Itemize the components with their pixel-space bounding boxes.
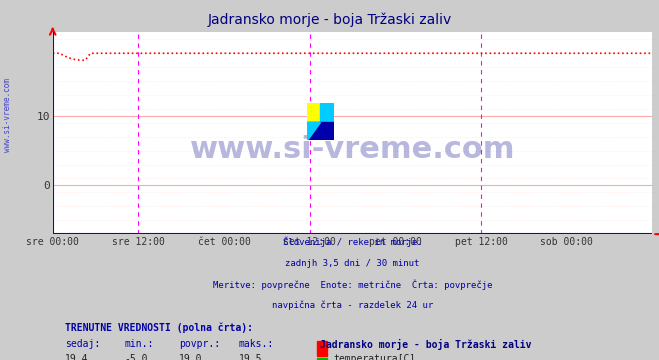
Text: maks.:: maks.: <box>239 339 274 349</box>
Text: TRENUTNE VREDNOSTI (polna črta):: TRENUTNE VREDNOSTI (polna črta): <box>65 322 252 333</box>
Text: Jadransko morje - boja Tržaski zaliv: Jadransko morje - boja Tržaski zaliv <box>208 13 451 27</box>
Text: -5,0: -5,0 <box>125 354 148 360</box>
Text: temperatura[C]: temperatura[C] <box>333 354 416 360</box>
Text: Jadransko morje - boja Tržaski zaliv: Jadransko morje - boja Tržaski zaliv <box>320 339 531 350</box>
Text: www.si-vreme.com: www.si-vreme.com <box>3 78 13 152</box>
Text: 19,5: 19,5 <box>239 354 262 360</box>
FancyBboxPatch shape <box>316 357 328 360</box>
Text: www.si-vreme.com: www.si-vreme.com <box>190 135 515 164</box>
Text: min.:: min.: <box>125 339 154 349</box>
Text: sedaj:: sedaj: <box>65 339 100 349</box>
Text: navpična črta - razdelek 24 ur: navpična črta - razdelek 24 ur <box>272 300 433 310</box>
Text: 19,0: 19,0 <box>179 354 202 360</box>
FancyBboxPatch shape <box>316 341 328 356</box>
Text: povpr.:: povpr.: <box>179 339 220 349</box>
Text: zadnjh 3,5 dni / 30 minut: zadnjh 3,5 dni / 30 minut <box>285 258 420 267</box>
Text: Meritve: povprečne  Enote: metrične  Črta: povprečje: Meritve: povprečne Enote: metrične Črta:… <box>213 279 492 290</box>
Text: Slovenija / reke in morje.: Slovenija / reke in morje. <box>283 238 422 247</box>
Text: 19,4: 19,4 <box>65 354 88 360</box>
